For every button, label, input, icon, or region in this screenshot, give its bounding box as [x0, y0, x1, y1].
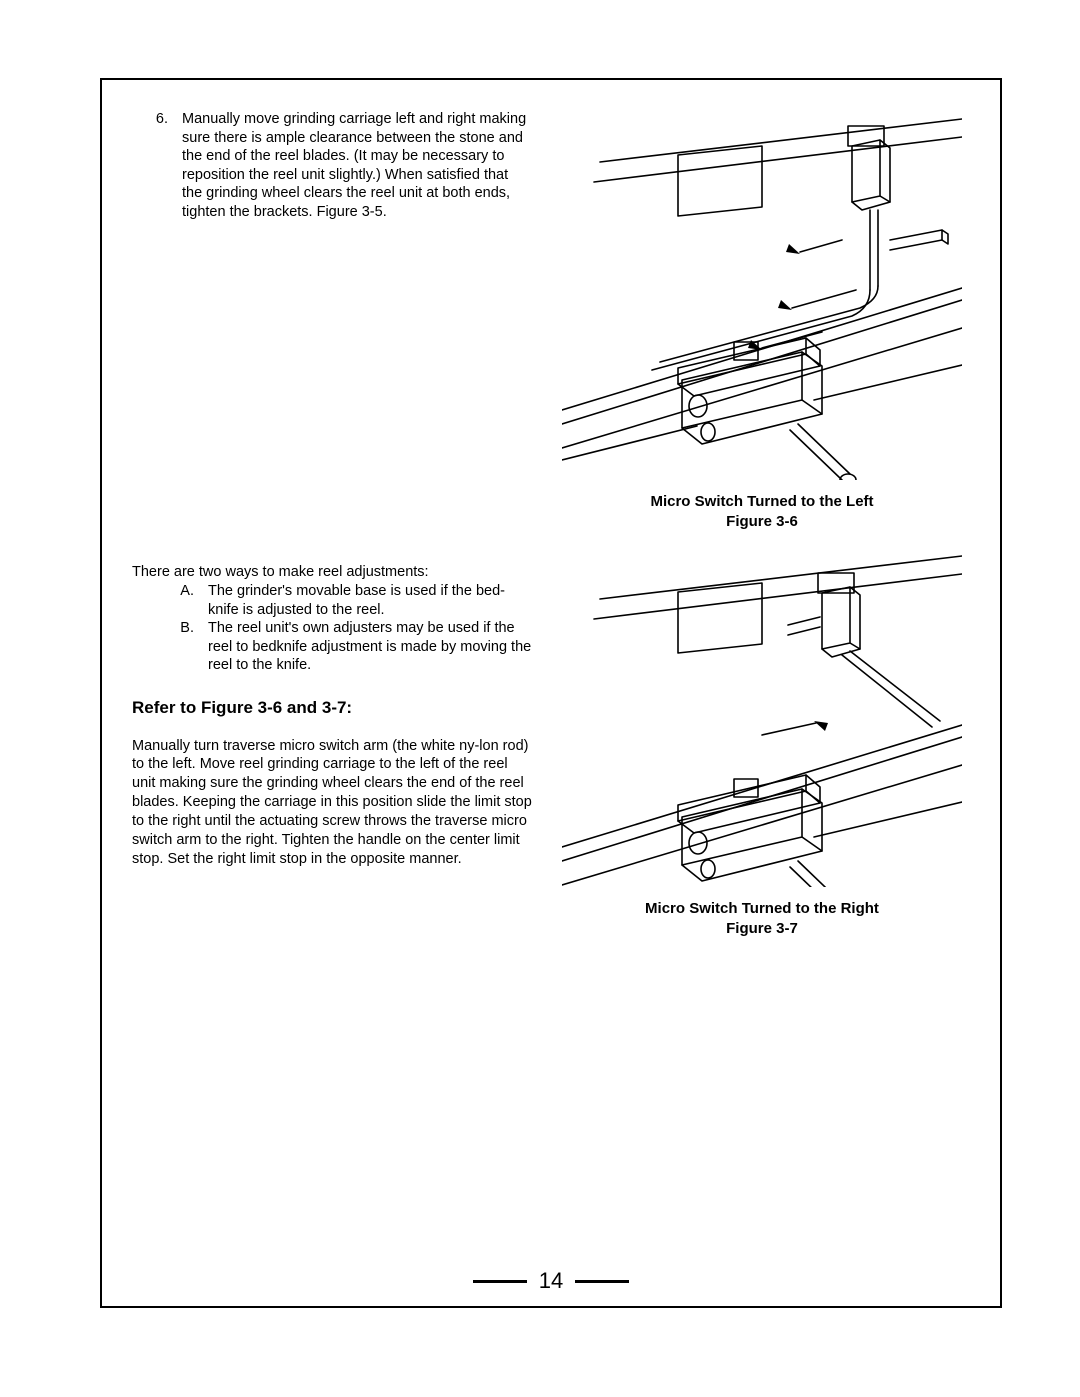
list-body: Manually move grinding carriage left and… [182, 110, 532, 221]
intro-text: There are two ways to make reel adjustme… [132, 563, 532, 582]
page-num-bar-left [473, 1280, 527, 1283]
list-body: The grinder's movable base is used if th… [208, 582, 532, 619]
caption-line: Micro Switch Turned to the Left [650, 493, 873, 510]
option-b: B. The reel unit's own adjusters may be … [132, 619, 532, 675]
list-marker: B. [132, 619, 208, 675]
list-item-6: 6. Manually move grinding carriage left … [132, 110, 532, 221]
content-frame: 6. Manually move grinding carriage left … [100, 78, 1002, 1308]
figure-3-7 [562, 547, 962, 887]
figure-3-6 [562, 110, 962, 480]
list-marker: 6. [132, 110, 182, 221]
section-heading: Refer to Figure 3-6 and 3-7: [132, 697, 532, 719]
page-number: 14 [527, 1268, 575, 1294]
figure-3-6-caption: Micro Switch Turned to the Left Figure 3… [650, 492, 873, 531]
caption-line: Micro Switch Turned to the Right [645, 900, 879, 917]
body-paragraph: Manually turn traverse micro switch arm … [132, 737, 532, 869]
page: 6. Manually move grinding carriage left … [0, 0, 1080, 1397]
left-column: 6. Manually move grinding carriage left … [132, 110, 532, 938]
option-a: A. The grinder's movable base is used if… [132, 582, 532, 619]
page-num-bar-right [575, 1280, 629, 1283]
sub-list: A. The grinder's movable base is used if… [132, 582, 532, 675]
list-body: The reel unit's own adjusters may be use… [208, 619, 532, 675]
list-marker: A. [132, 582, 208, 619]
right-column: Micro Switch Turned to the Left Figure 3… [542, 110, 982, 938]
caption-line: Figure 3-7 [726, 920, 798, 937]
figure-3-7-caption: Micro Switch Turned to the Right Figure … [645, 899, 879, 938]
caption-line: Figure 3-6 [726, 513, 798, 530]
page-number-row: 14 [102, 1266, 1000, 1296]
columns: 6. Manually move grinding carriage left … [132, 110, 982, 938]
